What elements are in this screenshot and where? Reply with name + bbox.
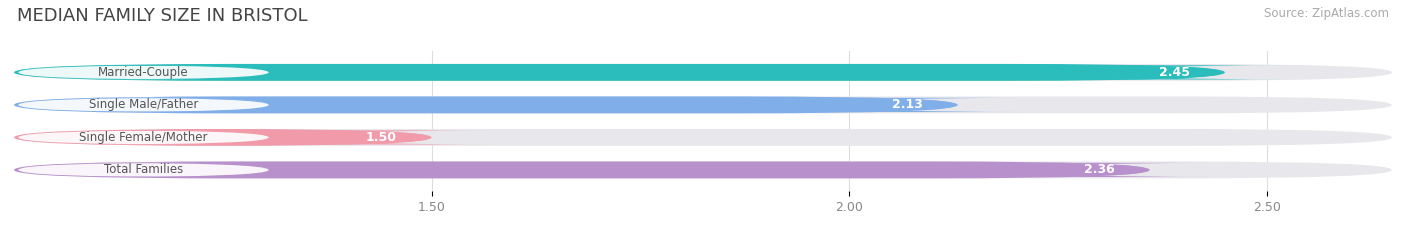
- Text: Total Families: Total Families: [104, 163, 183, 176]
- FancyBboxPatch shape: [18, 98, 269, 112]
- FancyBboxPatch shape: [983, 163, 1216, 177]
- Text: 1.50: 1.50: [366, 131, 396, 144]
- Text: Single Female/Mother: Single Female/Mother: [79, 131, 208, 144]
- FancyBboxPatch shape: [14, 96, 957, 113]
- FancyBboxPatch shape: [14, 161, 1392, 178]
- FancyBboxPatch shape: [790, 98, 1025, 112]
- FancyBboxPatch shape: [264, 130, 498, 144]
- Text: 2.45: 2.45: [1160, 66, 1191, 79]
- Text: 2.36: 2.36: [1084, 163, 1115, 176]
- Text: Single Male/Father: Single Male/Father: [89, 98, 198, 111]
- FancyBboxPatch shape: [14, 64, 1392, 81]
- FancyBboxPatch shape: [14, 96, 1392, 113]
- FancyBboxPatch shape: [14, 129, 1392, 146]
- Text: 2.13: 2.13: [893, 98, 922, 111]
- Text: MEDIAN FAMILY SIZE IN BRISTOL: MEDIAN FAMILY SIZE IN BRISTOL: [17, 7, 308, 25]
- FancyBboxPatch shape: [18, 130, 269, 144]
- FancyBboxPatch shape: [14, 161, 1150, 178]
- FancyBboxPatch shape: [14, 129, 432, 146]
- FancyBboxPatch shape: [14, 64, 1225, 81]
- Text: Source: ZipAtlas.com: Source: ZipAtlas.com: [1264, 7, 1389, 20]
- FancyBboxPatch shape: [18, 65, 269, 79]
- Text: Married-Couple: Married-Couple: [98, 66, 188, 79]
- FancyBboxPatch shape: [1057, 65, 1292, 79]
- FancyBboxPatch shape: [18, 163, 269, 177]
